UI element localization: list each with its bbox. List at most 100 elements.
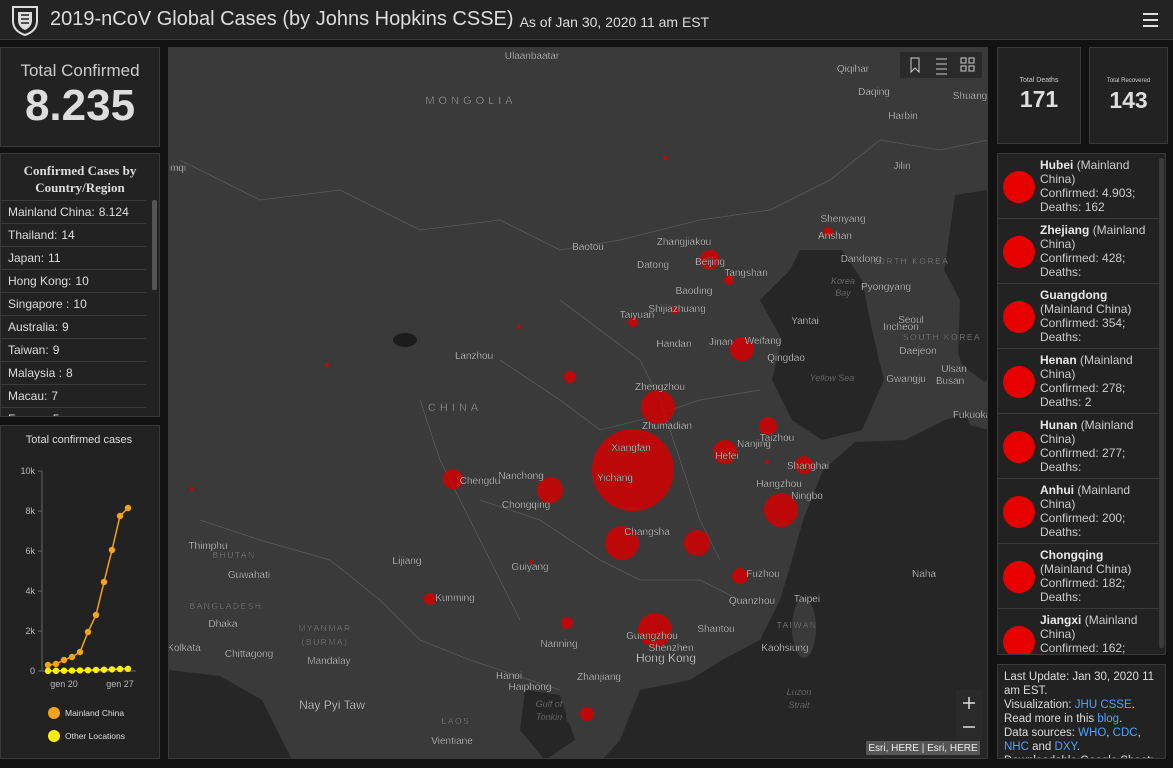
province-item[interactable]: Hubei (Mainland China) Confirmed: 4.903; D… xyxy=(998,154,1159,219)
menu-button[interactable] xyxy=(1142,12,1160,28)
legend-swatch xyxy=(48,707,60,719)
province-confirmed: Confirmed: 162; xyxy=(1040,641,1126,655)
country-row[interactable]: Australia: 9 xyxy=(1,315,146,338)
map-label: Shenyang xyxy=(820,214,865,225)
info-paragraph: Data sources: WHO, CDC, NHC and DXY. xyxy=(1004,726,1159,754)
map-label: Changsha xyxy=(624,527,670,538)
province-text: Anhui (Mainland China) Confirmed: 200; Dea… xyxy=(1040,483,1152,539)
map-label: Pyongyang xyxy=(861,282,911,293)
province-list: Hubei (Mainland China) Confirmed: 4.903; D… xyxy=(998,154,1165,655)
map-toolbar xyxy=(900,52,982,78)
info-link[interactable]: NHC xyxy=(1004,741,1029,753)
case-circle xyxy=(561,617,573,629)
country-row[interactable]: Thailand: 14 xyxy=(1,223,146,246)
province-item[interactable]: Chongqing (Mainland China) Confirmed: 182… xyxy=(998,544,1159,609)
case-circle xyxy=(443,469,463,489)
map-label: Qingdao xyxy=(767,353,805,364)
legend-label: Mainland China xyxy=(65,708,124,718)
country-row[interactable]: France: 5 xyxy=(1,407,146,416)
province-item[interactable]: Zhejiang (Mainland China) Confirmed: 428;… xyxy=(998,219,1159,284)
province-item[interactable]: Guangdong (Mainland China) Confirmed: 354… xyxy=(998,284,1159,349)
province-name: Anhui xyxy=(1040,483,1074,497)
case-circle xyxy=(580,707,594,721)
zoom-in[interactable] xyxy=(963,697,975,709)
info-link[interactable]: blog xyxy=(1097,713,1120,725)
map-label: Dhaka xyxy=(209,619,238,630)
map-label: BANGLADESH xyxy=(189,601,262,611)
data-point xyxy=(108,666,116,673)
bookmark-button[interactable] xyxy=(910,57,920,74)
map-label: Gwangju xyxy=(886,374,925,385)
series-line xyxy=(47,507,129,666)
map-label: Zhengzhou xyxy=(635,382,685,393)
chart-panel: Total confirmed cases 0 2k 4k 6k 8k 10k gen 20 g… xyxy=(0,425,160,759)
top-bar: 2019-nCoV Global Cases (by Johns Hopkins… xyxy=(0,0,1173,40)
data-point xyxy=(108,546,116,554)
map-label: BHUTAN xyxy=(212,550,255,560)
data-point xyxy=(124,665,132,672)
map-label: Kolkata xyxy=(169,643,201,654)
case-circle xyxy=(564,371,576,383)
province-dot xyxy=(1003,496,1035,528)
map-label: Naha xyxy=(912,569,936,580)
info-paragraph: Last Update: Jan 30, 2020 11 am EST. xyxy=(1004,670,1159,698)
province-dot xyxy=(1003,236,1035,268)
info-link[interactable]: JHU CSSE xyxy=(1074,699,1132,711)
province-item[interactable]: Hunan (Mainland China) Confirmed: 277; Dea… xyxy=(998,414,1159,479)
country-row[interactable]: Mainland China: 8.124 xyxy=(1,200,146,223)
data-point xyxy=(84,628,92,636)
data-point xyxy=(76,667,84,674)
total-recovered-panel: Total Recovered 143 xyxy=(1089,47,1168,144)
logo xyxy=(12,5,38,36)
province-region: (Mainland China) xyxy=(1040,302,1132,316)
country-row[interactable]: Macau: 7 xyxy=(1,384,146,407)
map-label: NORTH KOREA xyxy=(871,256,950,266)
province-region: (Mainland China) xyxy=(1040,613,1138,641)
country-value: 7 xyxy=(51,389,59,403)
total-confirmed-value: 8.235 xyxy=(24,81,136,130)
case-circle xyxy=(190,487,194,491)
info-text: . xyxy=(1131,699,1135,711)
country-row[interactable]: Japan: 11 xyxy=(1,246,146,269)
country-value: 10 xyxy=(75,274,89,288)
country-row[interactable]: Taiwan: 9 xyxy=(1,338,146,361)
zoom-controls xyxy=(956,690,982,740)
country-name: Malaysia : xyxy=(8,366,63,380)
province-name: Jiangxi xyxy=(1040,613,1082,627)
country-list-panel: Confirmed Cases by Country/Region Mainla… xyxy=(0,153,160,417)
info-link[interactable]: CDC xyxy=(1112,727,1138,739)
map-label: Jilin xyxy=(893,161,910,172)
data-point xyxy=(44,661,52,669)
map-label: Korea xyxy=(831,276,855,286)
case-circle xyxy=(628,317,638,327)
info-text: Downloadable Google Sheet: xyxy=(1004,755,1154,758)
province-item[interactable]: Henan (Mainland China) Confirmed: 278; Dea… xyxy=(998,349,1159,414)
y-tick-label: 6k xyxy=(25,546,35,556)
province-region: (Mainland China) xyxy=(1040,483,1131,511)
country-row[interactable]: Malaysia :8 xyxy=(1,361,146,384)
map-label: Qiqihar xyxy=(837,64,870,75)
case-circle xyxy=(765,460,769,464)
province-confirmed: Confirmed: 278; xyxy=(1040,381,1126,395)
map-label: Shantou xyxy=(697,624,734,635)
province-text: Chongqing (Mainland China) Confirmed: 182… xyxy=(1040,548,1152,604)
info-link[interactable]: DXY xyxy=(1054,741,1077,753)
scrollbar[interactable] xyxy=(152,200,157,290)
legend-button[interactable] xyxy=(936,58,947,75)
country-row[interactable]: Hong Kong: 10 xyxy=(1,269,146,292)
legend-label: Other Locations xyxy=(65,731,125,741)
map-label: Zhumadian xyxy=(642,421,692,432)
country-row[interactable]: Singapore :10 xyxy=(1,292,146,315)
basemap-button[interactable] xyxy=(960,57,975,72)
province-item[interactable]: Anhui (Mainland China) Confirmed: 200; Dea… xyxy=(998,479,1159,544)
country-name: Macau: xyxy=(8,389,48,403)
data-point xyxy=(76,648,84,656)
province-item[interactable]: Jiangxi (Mainland China)Confirmed: 162;D… xyxy=(998,609,1159,655)
info-link[interactable]: WHO xyxy=(1078,727,1107,739)
country-value: 11 xyxy=(48,251,61,265)
info-paragraph: Downloadable Google Sheet: xyxy=(1004,754,1159,758)
province-dot xyxy=(1003,366,1035,398)
case-circle xyxy=(424,593,436,605)
map-label: Fuzhou xyxy=(746,569,779,580)
scrollbar[interactable] xyxy=(1159,158,1164,648)
